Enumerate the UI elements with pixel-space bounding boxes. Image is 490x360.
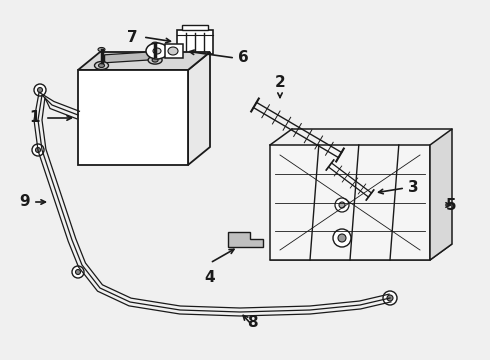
Text: 2: 2 bbox=[274, 75, 285, 90]
Polygon shape bbox=[270, 244, 452, 260]
Circle shape bbox=[34, 84, 46, 96]
Text: 7: 7 bbox=[127, 30, 138, 45]
Circle shape bbox=[387, 295, 393, 301]
Text: 3: 3 bbox=[408, 180, 418, 195]
Ellipse shape bbox=[95, 62, 108, 69]
Circle shape bbox=[75, 270, 80, 274]
Polygon shape bbox=[430, 129, 452, 260]
Ellipse shape bbox=[148, 56, 162, 64]
Circle shape bbox=[32, 144, 44, 156]
Ellipse shape bbox=[151, 42, 159, 46]
Text: 1: 1 bbox=[29, 111, 40, 126]
Text: 8: 8 bbox=[246, 315, 257, 330]
Text: 6: 6 bbox=[238, 50, 249, 66]
Polygon shape bbox=[78, 52, 210, 70]
Ellipse shape bbox=[98, 48, 105, 51]
Polygon shape bbox=[104, 51, 161, 63]
Ellipse shape bbox=[153, 48, 161, 54]
Bar bbox=[177, 30, 213, 54]
Circle shape bbox=[338, 234, 346, 242]
Polygon shape bbox=[228, 232, 263, 247]
Ellipse shape bbox=[98, 63, 104, 68]
Circle shape bbox=[335, 198, 349, 212]
Bar bbox=[78, 70, 188, 165]
Circle shape bbox=[35, 148, 41, 153]
Bar bbox=[182, 25, 208, 30]
Circle shape bbox=[333, 229, 351, 247]
Ellipse shape bbox=[168, 47, 178, 55]
Polygon shape bbox=[188, 52, 210, 165]
Text: 5: 5 bbox=[446, 198, 457, 212]
Circle shape bbox=[72, 266, 84, 278]
Circle shape bbox=[383, 291, 397, 305]
Text: 9: 9 bbox=[20, 194, 30, 210]
Circle shape bbox=[38, 87, 43, 93]
Text: 4: 4 bbox=[205, 270, 215, 285]
Bar bbox=[165, 44, 183, 58]
Ellipse shape bbox=[146, 43, 168, 59]
Ellipse shape bbox=[152, 58, 158, 62]
Circle shape bbox=[339, 202, 345, 208]
Bar bbox=[270, 145, 430, 260]
